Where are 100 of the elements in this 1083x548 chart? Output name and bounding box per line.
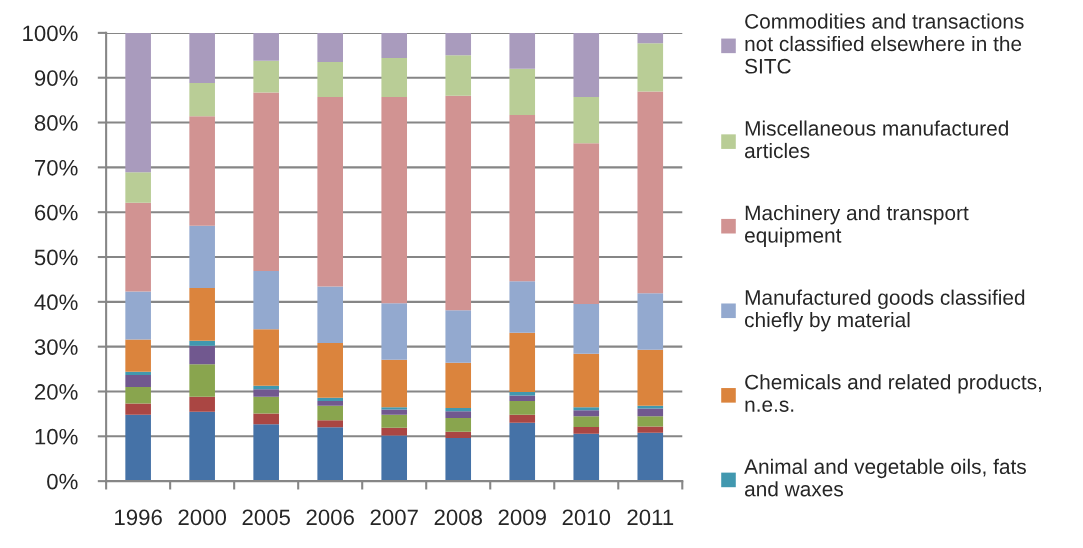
bar bbox=[445, 417, 472, 432]
bar bbox=[125, 371, 151, 375]
bar bbox=[189, 287, 215, 341]
bar bbox=[637, 349, 664, 406]
bar bbox=[189, 32, 215, 84]
bar bbox=[381, 409, 408, 415]
bar bbox=[445, 310, 472, 363]
bar bbox=[637, 416, 664, 427]
bar bbox=[253, 270, 279, 330]
bar bbox=[445, 431, 472, 439]
bar bbox=[317, 62, 343, 97]
x-tick-label: 2011 bbox=[627, 509, 674, 526]
x-tick-label: 2006 bbox=[306, 509, 354, 526]
legend-label: Chemicals and related products, n.e.s. bbox=[745, 374, 1042, 412]
bar bbox=[381, 435, 408, 482]
bar bbox=[253, 329, 279, 386]
bar bbox=[573, 416, 600, 427]
bar bbox=[317, 405, 343, 421]
bar bbox=[573, 426, 600, 434]
bar bbox=[637, 426, 664, 433]
bar bbox=[125, 414, 151, 482]
bar bbox=[125, 374, 151, 388]
bar bbox=[509, 281, 536, 333]
bar bbox=[125, 291, 151, 340]
bar bbox=[637, 32, 664, 44]
y-tick-label: 50% bbox=[34, 249, 78, 266]
bar bbox=[189, 83, 215, 117]
bar bbox=[125, 339, 151, 372]
bar bbox=[381, 359, 408, 408]
bar bbox=[253, 32, 279, 61]
x-tick-label: 2007 bbox=[370, 509, 418, 526]
bar bbox=[445, 408, 472, 412]
y-tick-label: 10% bbox=[35, 428, 78, 445]
bar bbox=[317, 420, 343, 428]
bar bbox=[189, 345, 215, 365]
bar bbox=[381, 57, 408, 97]
bar bbox=[253, 413, 279, 425]
bar bbox=[445, 411, 472, 418]
bar bbox=[125, 172, 151, 203]
y-tick-label: 20% bbox=[35, 384, 78, 400]
bar bbox=[317, 343, 343, 398]
bar bbox=[125, 403, 151, 415]
legend-label: Miscellaneous manufactured articles bbox=[745, 120, 1008, 159]
x-tick-label: 1996 bbox=[115, 509, 162, 526]
bar bbox=[637, 43, 664, 92]
bar bbox=[573, 143, 600, 305]
bar bbox=[189, 364, 215, 397]
x-tick-label: 2010 bbox=[562, 509, 611, 526]
bar bbox=[573, 353, 600, 408]
bar bbox=[381, 303, 408, 360]
bar bbox=[509, 400, 536, 415]
bar bbox=[189, 396, 215, 412]
bar bbox=[125, 32, 151, 173]
bar bbox=[381, 32, 408, 58]
bar bbox=[381, 414, 408, 428]
bar bbox=[317, 32, 343, 63]
bar bbox=[445, 55, 472, 96]
bar bbox=[637, 293, 664, 350]
x-tick-label: 2009 bbox=[498, 509, 546, 526]
bar bbox=[381, 427, 408, 436]
legend-label: Animal and vegetable oils, fats and waxes bbox=[744, 458, 1026, 497]
bar bbox=[317, 286, 343, 344]
y-tick-label: 60% bbox=[35, 204, 78, 221]
y-tick-label: 90% bbox=[34, 70, 78, 86]
bar bbox=[509, 391, 536, 396]
y-tick-label: 40% bbox=[34, 294, 78, 311]
bar bbox=[317, 400, 343, 406]
bar bbox=[509, 414, 536, 423]
bar bbox=[317, 96, 343, 287]
bar bbox=[509, 114, 536, 282]
bar bbox=[253, 92, 279, 271]
legend-label: Commodities and transactions not classified elsewhere in the SITC bbox=[745, 13, 1024, 74]
bar bbox=[317, 397, 343, 401]
bar bbox=[445, 32, 472, 56]
bar bbox=[445, 362, 472, 409]
bar bbox=[509, 68, 536, 115]
y-tick-label: 30% bbox=[34, 339, 78, 355]
legend-label: Manufactured goods classified chiefly by material bbox=[745, 289, 1025, 332]
x-tick-label: 2005 bbox=[242, 509, 290, 526]
bar bbox=[573, 32, 600, 97]
bar bbox=[509, 395, 536, 401]
x-tick-label: 2000 bbox=[178, 509, 227, 526]
bar bbox=[125, 202, 151, 292]
bar bbox=[445, 95, 472, 311]
bar bbox=[509, 332, 536, 392]
bar bbox=[189, 225, 215, 288]
x-tick-label: 2008 bbox=[434, 509, 482, 526]
bar bbox=[509, 422, 536, 482]
bar bbox=[573, 304, 600, 354]
bar bbox=[381, 96, 408, 304]
bar bbox=[637, 91, 664, 294]
bar bbox=[573, 410, 600, 417]
legend-label: Machinery and transport equipment bbox=[745, 205, 969, 247]
y-tick-label: 70% bbox=[35, 159, 78, 176]
bar bbox=[189, 116, 215, 226]
bar bbox=[637, 405, 664, 409]
bar bbox=[253, 389, 279, 397]
bar bbox=[189, 340, 215, 346]
y-tick-label: 0% bbox=[47, 473, 78, 490]
bar bbox=[573, 96, 600, 144]
